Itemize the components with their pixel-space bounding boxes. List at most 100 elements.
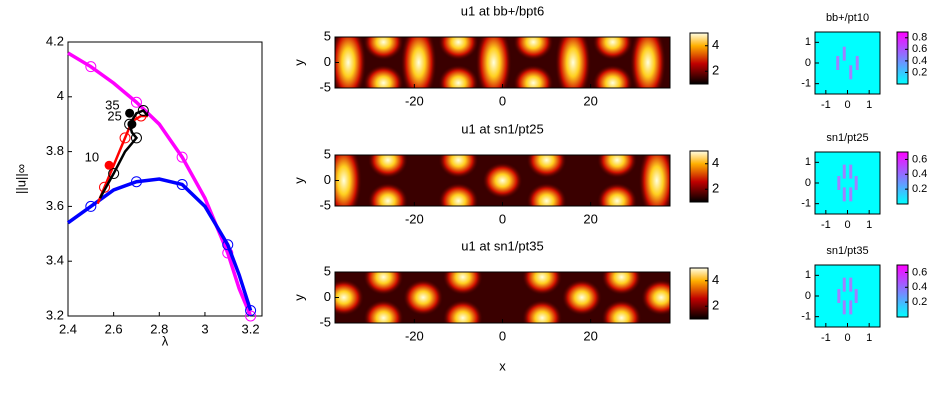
y-tick-label: 0 bbox=[324, 289, 331, 304]
x-tick-label: -20 bbox=[405, 328, 424, 343]
stripe bbox=[629, 37, 666, 88]
y-tick-label: 0 bbox=[805, 177, 811, 189]
spot bbox=[363, 64, 404, 88]
spot bbox=[522, 272, 563, 296]
bar-mark bbox=[849, 187, 853, 202]
colorbar bbox=[896, 264, 909, 318]
bar-mark bbox=[849, 164, 853, 179]
x-tick-label: 1 bbox=[866, 332, 872, 344]
y-tick-label: 3.2 bbox=[46, 307, 64, 322]
y-axis-label: y bbox=[291, 294, 306, 301]
x-tick-label: -1 bbox=[821, 219, 831, 231]
spot bbox=[522, 299, 563, 323]
bar-mark bbox=[842, 187, 846, 202]
x-tick-label: 0 bbox=[844, 332, 850, 344]
y-tick-label: 5 bbox=[324, 263, 331, 278]
colorbar-tick-label: 0.4 bbox=[912, 55, 927, 67]
point-marker bbox=[176, 178, 188, 190]
point-marker bbox=[130, 96, 142, 108]
heatmap bbox=[335, 155, 670, 206]
panel-title: sn1/pt35 bbox=[826, 245, 868, 257]
y-tick-label: -1 bbox=[801, 78, 811, 90]
x-tick-label: 20 bbox=[583, 211, 597, 226]
y-tick-label: 4.2 bbox=[46, 33, 64, 48]
x-tick-label: 2.4 bbox=[59, 321, 77, 336]
colorbar bbox=[896, 31, 909, 85]
map-bg bbox=[814, 31, 881, 95]
point-marker bbox=[130, 132, 142, 144]
spot bbox=[367, 155, 408, 179]
spot bbox=[597, 182, 638, 206]
plot-frame bbox=[67, 41, 263, 317]
spot bbox=[513, 37, 554, 61]
bar-mark bbox=[842, 164, 846, 179]
spot bbox=[482, 162, 523, 199]
bar-mark bbox=[837, 176, 841, 190]
colorbar-tick-label: 0.6 bbox=[912, 266, 927, 278]
spot bbox=[601, 272, 642, 296]
y-tick-label: -5 bbox=[319, 197, 331, 212]
colorbar bbox=[689, 32, 709, 85]
spot bbox=[335, 279, 364, 316]
panel-title: u1 at sn1/pt25 bbox=[461, 121, 543, 136]
y-tick-label: 3.6 bbox=[46, 198, 64, 213]
spot bbox=[363, 299, 404, 323]
annotation: 25 bbox=[107, 109, 121, 124]
stripe bbox=[475, 37, 512, 88]
spot bbox=[526, 155, 567, 179]
spot bbox=[438, 64, 479, 88]
annotation: 10 bbox=[85, 150, 99, 165]
point-marker bbox=[222, 239, 234, 251]
stripe bbox=[400, 37, 437, 88]
bar-mark bbox=[836, 56, 840, 70]
point-marker bbox=[137, 105, 149, 116]
colorbar-tick-label: 0.4 bbox=[912, 168, 927, 180]
x-tick-label: 3.2 bbox=[242, 321, 260, 336]
colorbar bbox=[689, 150, 709, 203]
spot bbox=[561, 279, 602, 316]
annotation: 35 bbox=[105, 98, 119, 113]
spot bbox=[601, 299, 642, 323]
x-tick-label: 1 bbox=[866, 99, 872, 111]
colorbar-tick-label: 0.4 bbox=[912, 281, 927, 293]
x-tick-label: 0 bbox=[499, 211, 506, 226]
point-marker bbox=[245, 310, 257, 322]
heatmap bbox=[335, 37, 670, 88]
y-tick-label: 0 bbox=[805, 57, 811, 69]
colorbar-tick-label: 4 bbox=[712, 37, 719, 52]
colorbar-tick-label: 0.2 bbox=[912, 66, 927, 78]
y-tick-label: 4 bbox=[57, 88, 64, 103]
x-tick-label: 0 bbox=[499, 93, 506, 108]
x-tick-label: 0 bbox=[499, 328, 506, 343]
spot bbox=[438, 182, 479, 206]
spot bbox=[367, 182, 408, 206]
x-tick-label: 0 bbox=[844, 99, 850, 111]
colorbar-tick-label: 4 bbox=[712, 272, 719, 287]
spot bbox=[363, 272, 404, 296]
colorbar-tick-label: 0.8 bbox=[912, 32, 927, 44]
heatmap bbox=[335, 272, 670, 323]
y-tick-label: -1 bbox=[801, 198, 811, 210]
bar-mark bbox=[842, 46, 846, 61]
x-axis-label: λ bbox=[162, 333, 169, 348]
curve bbox=[66, 177, 253, 312]
curve bbox=[67, 51, 253, 317]
spot bbox=[526, 182, 567, 206]
colorbar bbox=[689, 267, 709, 320]
x-tick-label: 2.8 bbox=[150, 321, 168, 336]
stripe bbox=[335, 155, 362, 206]
bar-mark bbox=[849, 277, 853, 292]
y-tick-label: 1 bbox=[805, 156, 811, 168]
x-tick-label: -1 bbox=[821, 332, 831, 344]
point-marker bbox=[108, 168, 120, 180]
colorbar-tick-label: 4 bbox=[712, 155, 719, 170]
spot bbox=[438, 37, 479, 61]
x-tick-label: 1 bbox=[866, 219, 872, 231]
stripe bbox=[335, 37, 367, 88]
point bbox=[125, 108, 135, 118]
x-tick-label: 20 bbox=[583, 328, 597, 343]
map-panel: sn1/pt25 -1 0 1 -1 0 1 0.2 0.4 0.6 bbox=[801, 132, 927, 231]
point-marker bbox=[176, 151, 188, 163]
map-bg bbox=[814, 264, 881, 328]
